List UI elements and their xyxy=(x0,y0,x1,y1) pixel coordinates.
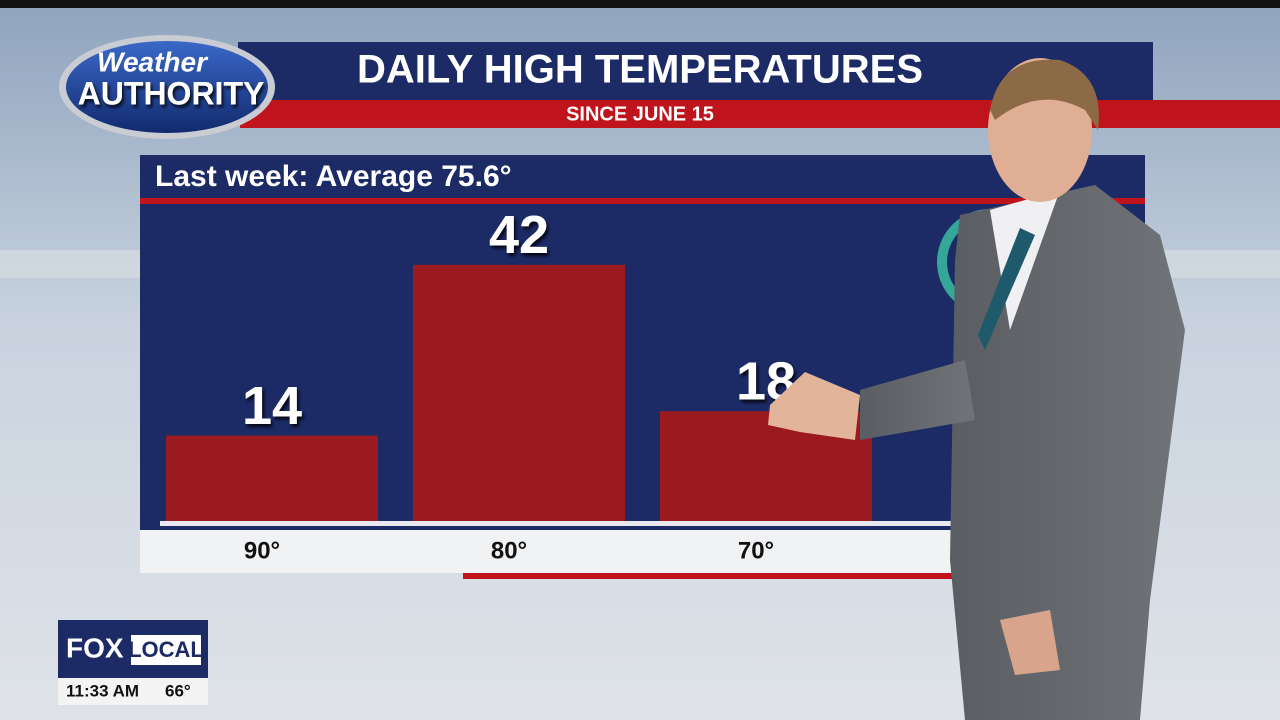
station-name: FOX xyxy=(66,632,124,663)
header-line xyxy=(140,198,1145,204)
temperature: 66° xyxy=(165,681,191,700)
logo-top: Weather xyxy=(97,46,209,77)
x-tick-label: 80° xyxy=(491,537,527,564)
logo xyxy=(66,41,268,133)
label-bar xyxy=(140,530,955,573)
time: 11:33 AM xyxy=(66,681,139,700)
label-underline xyxy=(463,573,955,579)
bar xyxy=(166,435,378,521)
top-border xyxy=(0,0,1280,8)
presenter xyxy=(768,58,1185,720)
annotation: Last week: Average 75.6° xyxy=(155,160,512,193)
subtitle-strip xyxy=(240,100,1280,128)
logo-bottom: AUTHORITY xyxy=(78,75,265,111)
x-tick-label: 70° xyxy=(738,537,774,564)
baseline xyxy=(160,521,955,526)
chart-subtitle: SINCE JUNE 15 xyxy=(566,103,714,125)
chart-title: DAILY HIGH TEMPERATURES xyxy=(357,48,923,92)
bar xyxy=(413,264,625,521)
time-box xyxy=(58,678,208,705)
data-label: 42 xyxy=(489,205,549,265)
data-label: 14 xyxy=(242,376,302,436)
station-sub: LOCAL xyxy=(128,637,204,662)
station-sub-box xyxy=(131,635,201,665)
x-tick-label: 90° xyxy=(244,537,280,564)
